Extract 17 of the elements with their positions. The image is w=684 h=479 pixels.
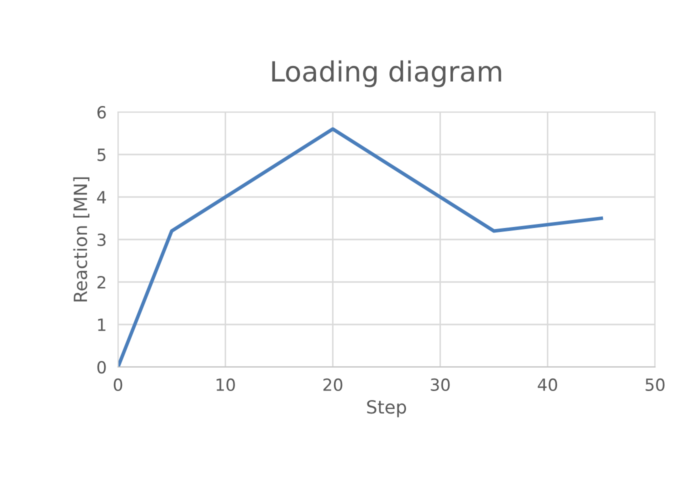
y-tick-label: 3 <box>98 233 106 246</box>
y-tick-label: 1 <box>98 318 106 331</box>
x-axis-title: Step <box>367 400 406 418</box>
y-tick-label: 4 <box>97 191 106 204</box>
y-tick-label: 0 <box>97 360 106 374</box>
x-tick-label: 10 <box>216 378 235 392</box>
x-tick-label: 50 <box>646 378 664 392</box>
y-axis-title: Reaction [MN] <box>73 177 90 302</box>
line-series <box>118 127 604 367</box>
chart-title: Loading diagram <box>272 60 502 88</box>
x-tick-label: 30 <box>430 378 450 392</box>
x-tick-label: 40 <box>538 378 558 392</box>
y-tick-label: 5 <box>98 148 106 162</box>
x-tick-label: 0 <box>114 378 122 392</box>
x-tick-label: 20 <box>323 378 342 392</box>
y-tick-label: 6 <box>97 106 106 119</box>
y-tick-label: 2 <box>98 276 106 288</box>
